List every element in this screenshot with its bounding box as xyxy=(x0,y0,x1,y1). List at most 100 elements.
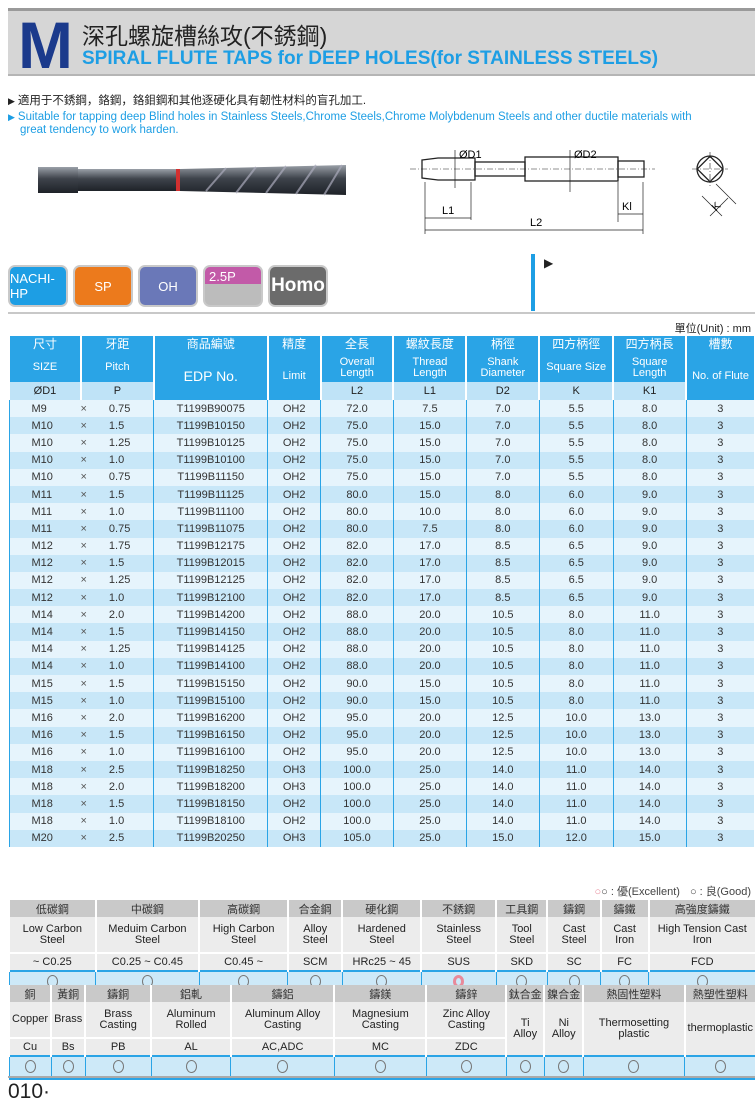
times-symbol: × xyxy=(80,797,87,810)
overall-length-cell: 88.0 xyxy=(320,657,394,675)
col-header-zh: 尺寸 xyxy=(8,336,81,353)
material-zh: 熱塑性塑料 xyxy=(683,985,755,1002)
edp-no-cell: T1199B14200 xyxy=(153,606,268,624)
overall-length-cell: 88.0 xyxy=(320,623,394,641)
material-zh: 鈦合金 xyxy=(505,985,545,1002)
material-zh: 鎳合金 xyxy=(543,985,584,1002)
size-cell: M18 × xyxy=(8,812,87,830)
shank-diameter-cell: 10.5 xyxy=(465,675,540,693)
size-value: M12 xyxy=(31,540,53,553)
material-en: Cast Iron xyxy=(599,917,649,953)
times-symbol: × xyxy=(80,832,87,845)
material-code: SKD xyxy=(495,952,548,971)
edp-no-cell: T1199B10125 xyxy=(153,434,268,452)
square-length-cell: 9.0 xyxy=(612,571,687,590)
material-code: FC xyxy=(599,952,649,971)
limit-cell: OH2 xyxy=(267,692,321,710)
pitch-value: 2.0 xyxy=(108,608,125,621)
shank-diameter-cell: 10.5 xyxy=(465,657,540,675)
col-header-zh: 精度 xyxy=(266,336,321,353)
table-row: M15 × 1.5 T1199B15150 OH2 90.0 15.0 10.5 8.0 11.0… xyxy=(8,675,754,693)
divider xyxy=(8,312,755,314)
pitch-cell: 1.25 xyxy=(80,640,154,658)
size-cell: M14 × xyxy=(8,657,87,675)
shank-diameter-cell: 12.5 xyxy=(465,726,540,744)
times-symbol: × xyxy=(80,677,87,690)
pitch-value: 1.75 xyxy=(108,540,131,553)
shank-diameter-cell: 8.5 xyxy=(465,537,540,555)
times-symbol: × xyxy=(80,471,87,484)
shank-diameter-cell: 14.0 xyxy=(465,812,540,830)
overall-length-cell: 80.0 xyxy=(320,503,394,521)
overall-length-cell: 88.0 xyxy=(320,606,394,624)
size-value: M10 xyxy=(31,436,53,449)
size-cell: M16 × xyxy=(8,743,87,761)
size-value: M16 xyxy=(31,746,53,759)
limit-cell: OH3 xyxy=(267,829,321,847)
pitch-value: 2.5 xyxy=(108,763,125,776)
col-header-en: Square Length xyxy=(612,353,687,382)
flutes-cell: 3 xyxy=(685,657,754,675)
size-value: M20 xyxy=(31,832,53,845)
table-row: M9 × 0.75 T1199B90075 OH2 72.0 7.5 7.0 5.5 8.0 3 xyxy=(8,400,754,418)
table-row: M16 × 1.5 T1199B16150 OH2 95.0 20.0 12.5 10.0 13.… xyxy=(8,726,754,744)
limit-cell: OH2 xyxy=(267,726,321,744)
pitch-cell: 1.0 xyxy=(80,657,154,675)
material-code: AL xyxy=(150,1037,231,1056)
limit-cell: OH2 xyxy=(267,795,321,813)
size-value: M12 xyxy=(31,557,53,570)
rating-legend: ○○ : 優(Excellent) ○ : 良(Good) xyxy=(594,886,752,898)
limit-cell: OH2 xyxy=(267,451,321,469)
square-length-cell: 14.0 xyxy=(612,795,687,813)
square-size-cell: 6.0 xyxy=(538,503,614,521)
square-size-cell: 6.0 xyxy=(538,520,614,538)
material-zh: 鑄鎂 xyxy=(333,985,427,1002)
badge-label: NACHI-HP xyxy=(10,271,55,301)
overall-length-cell: 75.0 xyxy=(320,434,394,452)
thread-length-cell: 25.0 xyxy=(392,829,467,847)
material-zh: 鑄鋁 xyxy=(229,985,335,1002)
edp-no-cell: T1199B90075 xyxy=(153,400,268,418)
col-header-symbol: L1 xyxy=(392,382,467,400)
table-row: M14 × 1.5 T1199B14150 OH2 88.0 20.0 10.5 8.0 11.0… xyxy=(8,623,754,641)
square-size-cell: 6.5 xyxy=(538,571,614,590)
table-row: M15 × 1.0 T1199B15100 OH2 90.0 15.0 10.5 8.0 11.0… xyxy=(8,692,754,710)
times-symbol: × xyxy=(80,505,87,518)
size-value: M9 xyxy=(31,402,47,415)
material-code: AC,ADC xyxy=(229,1037,335,1056)
table-row: M12 × 1.25 T1199B12125 OH2 82.0 17.0 8.5 6.5 9.0 3 xyxy=(8,571,754,590)
material-en: Magnesium Casting xyxy=(333,1002,427,1038)
arrow-icon: ▶ xyxy=(544,256,554,270)
badge-nachi-hp: NACHI-HP xyxy=(8,265,68,307)
material-zh: 鋁軋 xyxy=(150,985,231,1002)
material-code: FCD xyxy=(647,952,755,971)
page-number: 010· xyxy=(8,1080,51,1103)
material-zh: 中碳鋼 xyxy=(94,900,200,917)
material-en: Cast Steel xyxy=(546,917,601,953)
table-row: M10 × 1.25 T1199B10125 OH2 75.0 15.0 7.0 5.5 8.0 3 xyxy=(8,434,754,452)
material-code: SC xyxy=(546,952,601,971)
square-size-cell: 6.5 xyxy=(538,554,614,572)
label-l2: L2 xyxy=(530,217,542,229)
accent-bar xyxy=(531,254,535,311)
thread-length-cell: 25.0 xyxy=(392,795,467,813)
shank-diameter-cell: 7.0 xyxy=(465,417,540,435)
limit-cell: OH2 xyxy=(267,537,321,555)
pitch-cell: 1.75 xyxy=(80,537,154,555)
pitch-value: 1.25 xyxy=(108,643,131,656)
shank-diameter-cell: 14.0 xyxy=(465,778,540,796)
pitch-cell: 2.0 xyxy=(80,606,154,624)
size-cell: M12 × xyxy=(8,571,87,590)
size-cell: M18 × xyxy=(8,760,87,779)
edp-no-cell: T1199B10100 xyxy=(153,451,268,469)
square-length-cell: 13.0 xyxy=(612,743,687,761)
edp-no-cell: T1199B14125 xyxy=(153,640,268,658)
thread-length-cell: 17.0 xyxy=(392,537,467,555)
shank-diameter-cell: 10.5 xyxy=(465,606,540,624)
pitch-value: 1.0 xyxy=(108,505,125,518)
size-cell: M14 × xyxy=(8,640,87,658)
flutes-cell: 3 xyxy=(685,571,754,590)
material-zh: 鑄銅 xyxy=(84,985,152,1002)
thread-length-cell: 15.0 xyxy=(392,451,467,469)
size-cell: M14 × xyxy=(8,623,87,641)
